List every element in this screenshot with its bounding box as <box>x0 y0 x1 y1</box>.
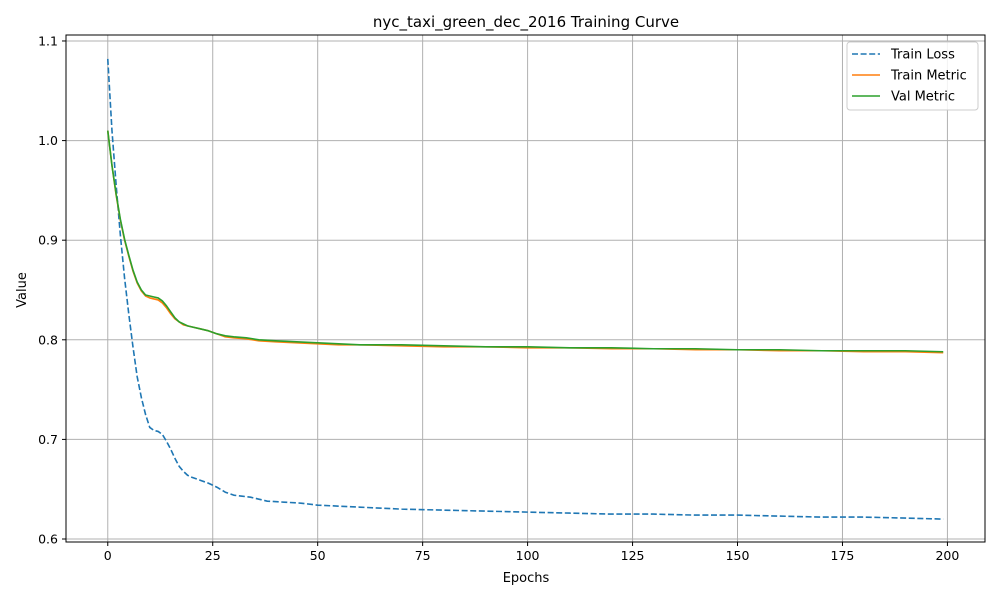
y-axis-label: Value <box>15 272 30 308</box>
x-tick-label: 50 <box>310 548 326 563</box>
x-tick-label: 75 <box>415 548 431 563</box>
y-tick-label: 1.0 <box>38 133 58 148</box>
series-line-train-metric <box>106 130 944 354</box>
series-line-train-loss <box>106 58 944 520</box>
y-tick-label: 0.6 <box>38 532 58 547</box>
series-lines <box>106 58 944 520</box>
legend-label: Val Metric <box>891 90 955 105</box>
x-axis-ticks: 0 25 50 75 100 125 150 175 200 <box>104 542 959 563</box>
plot-frame <box>65 34 986 543</box>
chart-title: nyc_taxi_green_dec_2016 Training Curve <box>373 13 679 32</box>
x-tick-label: 125 <box>621 548 645 563</box>
x-tick-label: 175 <box>831 548 855 563</box>
legend-label: Train Loss <box>890 48 955 63</box>
x-axis-label: Epochs <box>503 571 550 586</box>
y-tick-label: 1.1 <box>38 33 58 48</box>
x-tick-label: 200 <box>935 548 959 563</box>
x-tick-label: 150 <box>726 548 750 563</box>
x-tick-label: 25 <box>205 548 221 563</box>
grid-lines <box>66 35 985 542</box>
legend-box <box>846 41 979 111</box>
y-tick-label: 0.9 <box>38 233 58 248</box>
y-axis-ticks: 0.6 0.7 0.8 0.9 1.0 1.1 <box>38 33 66 547</box>
legend-label: Train Metric <box>890 69 967 84</box>
x-tick-label: 100 <box>516 548 540 563</box>
legend: Train Loss Train Metric Val Metric <box>846 41 979 111</box>
y-tick-label: 0.8 <box>38 332 58 347</box>
x-tick-label: 0 <box>104 548 112 563</box>
y-tick-label: 0.7 <box>38 432 58 447</box>
series-line-val-metric <box>106 130 944 353</box>
